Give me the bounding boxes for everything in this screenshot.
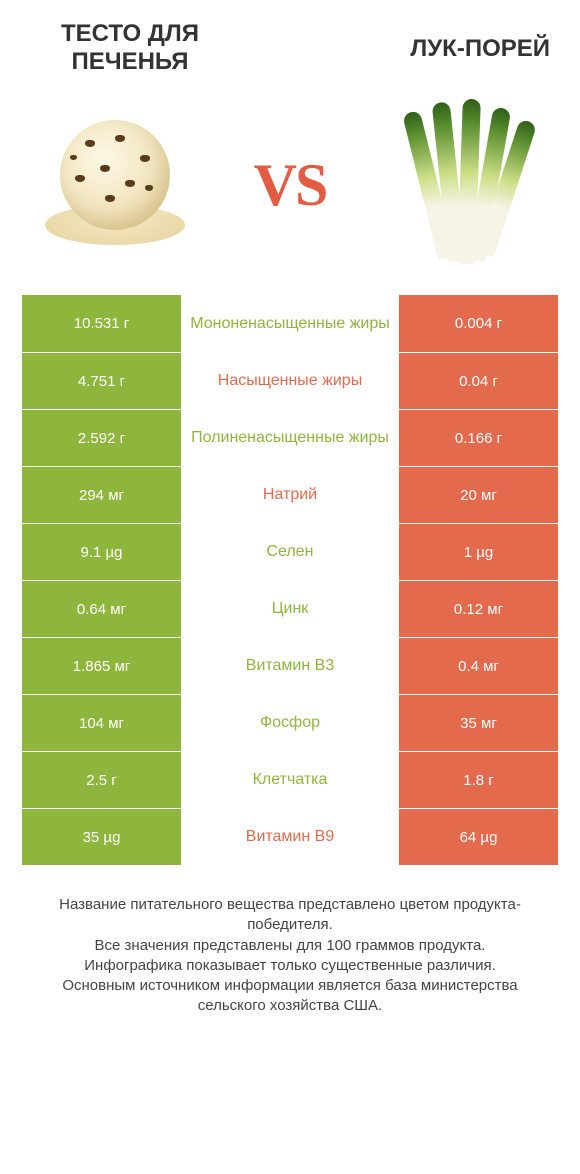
footer-line: Название питательного вещества представл…: [28, 895, 552, 936]
product-right-image: [380, 100, 550, 270]
table-row: 294 мгНатрий20 мг: [22, 466, 558, 523]
footer-line: Инфографика показывает только существенн…: [28, 956, 552, 976]
product-left-title: ТЕСТО ДЛЯ ПЕЧЕНЬЯ: [30, 20, 230, 75]
value-right: 35 мг: [398, 694, 558, 751]
value-left: 294 мг: [22, 466, 182, 523]
nutrient-label: Полиненасыщенные жиры: [182, 409, 398, 466]
value-right: 1.8 г: [398, 751, 558, 808]
value-left: 0.64 мг: [22, 580, 182, 637]
leek-icon: [390, 100, 540, 270]
header: ТЕСТО ДЛЯ ПЕЧЕНЬЯ ЛУК-ПОРЕЙ: [0, 0, 580, 85]
comparison-table: 10.531 гМононенасыщенные жиры0.004 г4.75…: [0, 295, 580, 865]
value-right: 0.12 мг: [398, 580, 558, 637]
value-left: 9.1 µg: [22, 523, 182, 580]
value-left: 35 µg: [22, 808, 182, 865]
value-left: 4.751 г: [22, 352, 182, 409]
value-right: 1 µg: [398, 523, 558, 580]
value-left: 104 мг: [22, 694, 182, 751]
footer-line: Все значения представлены для 100 граммо…: [28, 936, 552, 956]
table-row: 0.64 мгЦинк0.12 мг: [22, 580, 558, 637]
product-left-image: [30, 100, 200, 270]
product-right-title: ЛУК-ПОРЕЙ: [410, 35, 550, 63]
value-left: 1.865 мг: [22, 637, 182, 694]
vs-badge: VS: [254, 151, 327, 220]
value-right: 0.4 мг: [398, 637, 558, 694]
table-row: 4.751 гНасыщенные жиры0.04 г: [22, 352, 558, 409]
nutrient-label: Селен: [182, 523, 398, 580]
table-row: 2.592 гПолиненасыщенные жиры0.166 г: [22, 409, 558, 466]
nutrient-label: Витамин B3: [182, 637, 398, 694]
nutrient-label: Витамин B9: [182, 808, 398, 865]
value-right: 0.04 г: [398, 352, 558, 409]
value-left: 2.5 г: [22, 751, 182, 808]
table-row: 104 мгФосфор35 мг: [22, 694, 558, 751]
value-right: 0.166 г: [398, 409, 558, 466]
value-left: 2.592 г: [22, 409, 182, 466]
value-right: 0.004 г: [398, 295, 558, 352]
nutrient-label: Мононенасыщенные жиры: [182, 295, 398, 352]
nutrient-label: Натрий: [182, 466, 398, 523]
table-row: 1.865 мгВитамин B30.4 мг: [22, 637, 558, 694]
table-row: 10.531 гМононенасыщенные жиры0.004 г: [22, 295, 558, 352]
images-row: VS: [0, 85, 580, 295]
nutrient-label: Цинк: [182, 580, 398, 637]
value-left: 10.531 г: [22, 295, 182, 352]
value-right: 20 мг: [398, 466, 558, 523]
nutrient-label: Клетчатка: [182, 751, 398, 808]
table-row: 2.5 гКлетчатка1.8 г: [22, 751, 558, 808]
cookie-dough-icon: [45, 125, 185, 245]
footer-line: Основным источником информации является …: [28, 976, 552, 1017]
nutrient-label: Фосфор: [182, 694, 398, 751]
value-right: 64 µg: [398, 808, 558, 865]
nutrient-label: Насыщенные жиры: [182, 352, 398, 409]
footer-notes: Название питательного вещества представл…: [0, 865, 580, 1017]
table-row: 35 µgВитамин B964 µg: [22, 808, 558, 865]
table-row: 9.1 µgСелен1 µg: [22, 523, 558, 580]
